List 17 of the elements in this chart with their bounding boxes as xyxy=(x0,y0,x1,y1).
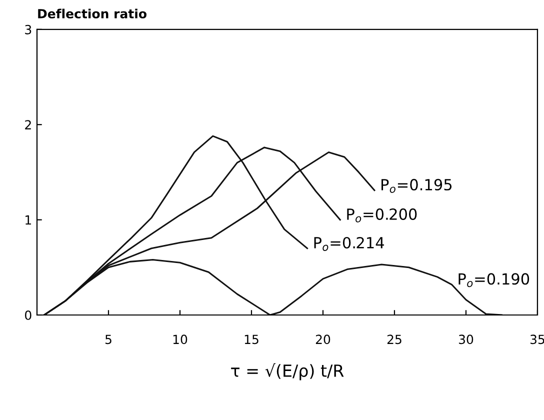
annotation: P$_{o}$=0.214 xyxy=(314,236,384,251)
annotation: P$_{o}$=0.195 xyxy=(382,178,452,193)
x-tick-label: 25 xyxy=(387,334,402,344)
y-tick-label: 3 xyxy=(25,24,32,34)
y-axis-title: Deflection ratio xyxy=(38,8,146,18)
y-tick-label: 2 xyxy=(25,120,31,130)
x-tick-label: 10 xyxy=(173,334,188,344)
y-tick-label: 1 xyxy=(26,215,31,225)
y-tick-label: 0 xyxy=(25,310,32,320)
annotation: P$_{o}$=0.200 xyxy=(347,208,417,222)
annotation: P$_{o}$=0.190 xyxy=(458,273,530,288)
x-tick-label: 15 xyxy=(244,334,258,344)
x-tick-label: 5 xyxy=(105,334,112,344)
x-tick-label: 35 xyxy=(530,334,544,344)
x-axis-title: τ = √(E/ρ) t/R xyxy=(231,363,344,380)
x-tick-label: 30 xyxy=(458,334,474,344)
x-tick-label: 20 xyxy=(316,334,330,344)
